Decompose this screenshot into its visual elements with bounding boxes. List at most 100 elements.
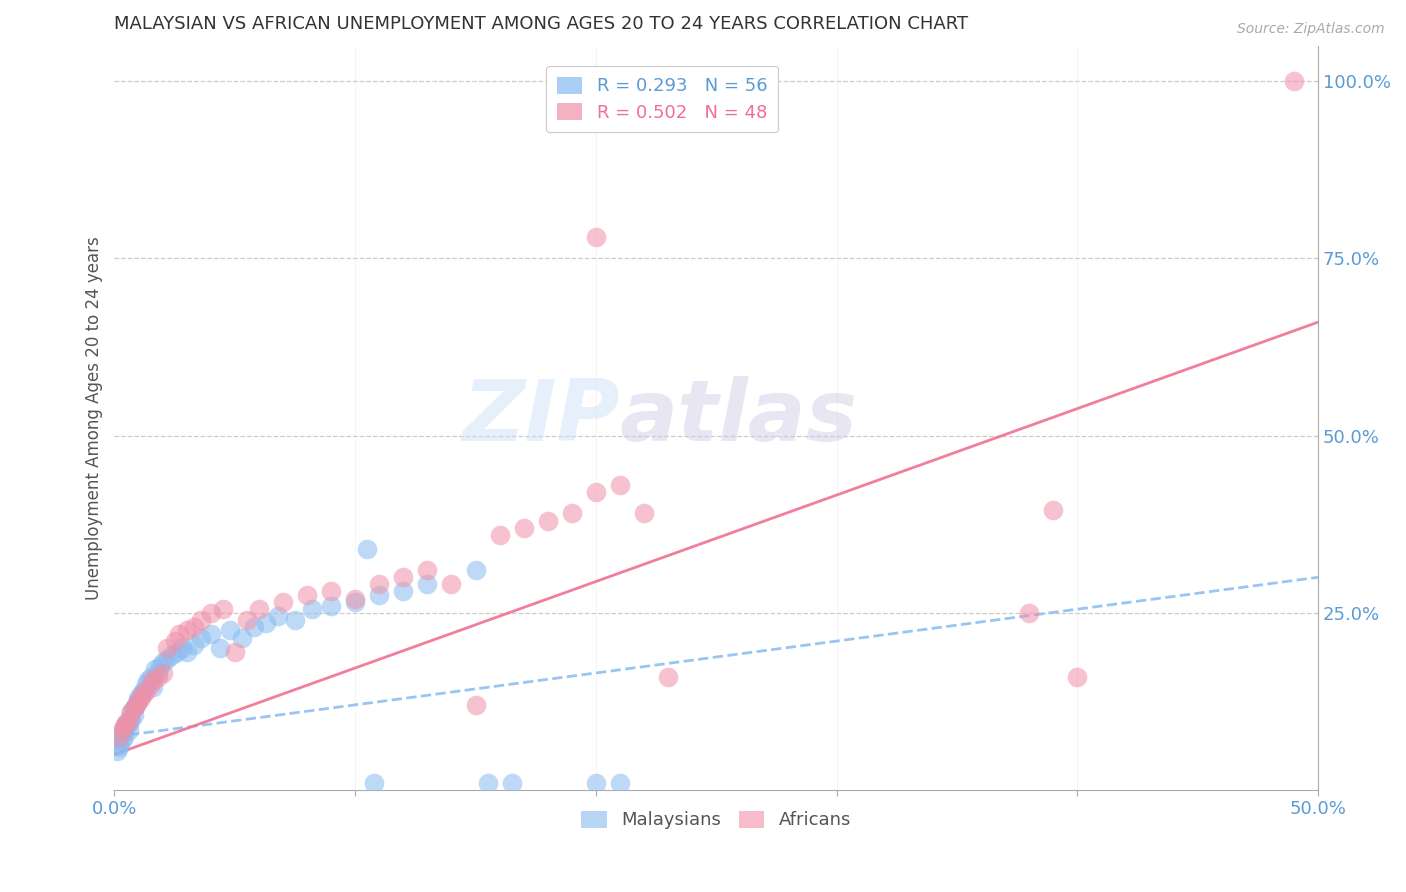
Point <box>118 715 141 730</box>
Point <box>183 638 205 652</box>
Point <box>633 507 655 521</box>
Point <box>127 694 149 708</box>
Point <box>129 690 152 705</box>
Point <box>243 620 266 634</box>
Point <box>112 719 135 733</box>
Point <box>209 641 232 656</box>
Point <box>363 776 385 790</box>
Point <box>200 627 222 641</box>
Point <box>501 776 523 790</box>
Point <box>139 676 162 690</box>
Point <box>170 641 193 656</box>
Text: atlas: atlas <box>620 376 858 459</box>
Legend: Malaysians, Africans: Malaysians, Africans <box>574 804 859 837</box>
Point <box>1042 503 1064 517</box>
Point <box>176 624 198 638</box>
Point <box>537 514 560 528</box>
Point <box>190 631 212 645</box>
Point <box>585 485 607 500</box>
Point <box>464 563 486 577</box>
Point <box>118 723 141 737</box>
Point <box>271 595 294 609</box>
Point <box>143 662 166 676</box>
Text: Source: ZipAtlas.com: Source: ZipAtlas.com <box>1237 22 1385 37</box>
Point <box>464 698 486 712</box>
Point <box>125 698 148 712</box>
Point <box>139 669 162 683</box>
Point <box>152 656 174 670</box>
Point <box>125 698 148 712</box>
Point <box>108 730 131 744</box>
Point <box>512 521 534 535</box>
Point <box>146 669 169 683</box>
Point <box>319 599 342 613</box>
Point <box>183 620 205 634</box>
Point <box>152 665 174 680</box>
Point <box>115 715 138 730</box>
Point <box>219 624 242 638</box>
Point <box>392 584 415 599</box>
Point <box>120 712 142 726</box>
Point <box>267 609 290 624</box>
Point <box>416 563 439 577</box>
Point <box>120 705 142 719</box>
Point <box>122 708 145 723</box>
Point <box>111 726 134 740</box>
Point <box>122 701 145 715</box>
Point <box>111 733 134 747</box>
Point <box>160 648 183 663</box>
Y-axis label: Unemployment Among Ages 20 to 24 years: Unemployment Among Ages 20 to 24 years <box>86 235 103 599</box>
Point <box>136 673 159 687</box>
Point <box>127 694 149 708</box>
Point <box>1018 606 1040 620</box>
Point <box>122 701 145 715</box>
Point <box>236 613 259 627</box>
Point <box>112 723 135 737</box>
Point <box>440 577 463 591</box>
Point <box>488 527 510 541</box>
Point <box>132 687 155 701</box>
Point <box>1066 669 1088 683</box>
Point <box>224 645 246 659</box>
Point <box>231 631 253 645</box>
Point <box>108 737 131 751</box>
Point <box>585 776 607 790</box>
Point <box>156 652 179 666</box>
Point <box>146 665 169 680</box>
Point <box>120 705 142 719</box>
Point <box>135 683 157 698</box>
Point <box>132 683 155 698</box>
Point <box>356 541 378 556</box>
Point <box>111 723 134 737</box>
Point <box>1282 74 1305 88</box>
Point <box>118 712 141 726</box>
Point <box>295 588 318 602</box>
Point <box>108 740 131 755</box>
Point <box>190 613 212 627</box>
Point <box>657 669 679 683</box>
Point <box>156 641 179 656</box>
Point <box>609 776 631 790</box>
Point <box>344 591 367 606</box>
Text: ZIP: ZIP <box>463 376 620 459</box>
Point <box>142 673 165 687</box>
Point <box>176 645 198 659</box>
Point <box>169 627 191 641</box>
Point <box>344 595 367 609</box>
Point <box>247 602 270 616</box>
Point <box>477 776 499 790</box>
Point <box>163 634 186 648</box>
Point <box>105 744 128 758</box>
Point <box>115 719 138 733</box>
Text: MALAYSIAN VS AFRICAN UNEMPLOYMENT AMONG AGES 20 TO 24 YEARS CORRELATION CHART: MALAYSIAN VS AFRICAN UNEMPLOYMENT AMONG … <box>114 15 969 33</box>
Point <box>284 613 307 627</box>
Point <box>392 570 415 584</box>
Point <box>585 230 607 244</box>
Point <box>142 680 165 694</box>
Point <box>416 577 439 591</box>
Point <box>319 584 342 599</box>
Point <box>609 478 631 492</box>
Point <box>254 616 277 631</box>
Point <box>115 715 138 730</box>
Point <box>561 507 583 521</box>
